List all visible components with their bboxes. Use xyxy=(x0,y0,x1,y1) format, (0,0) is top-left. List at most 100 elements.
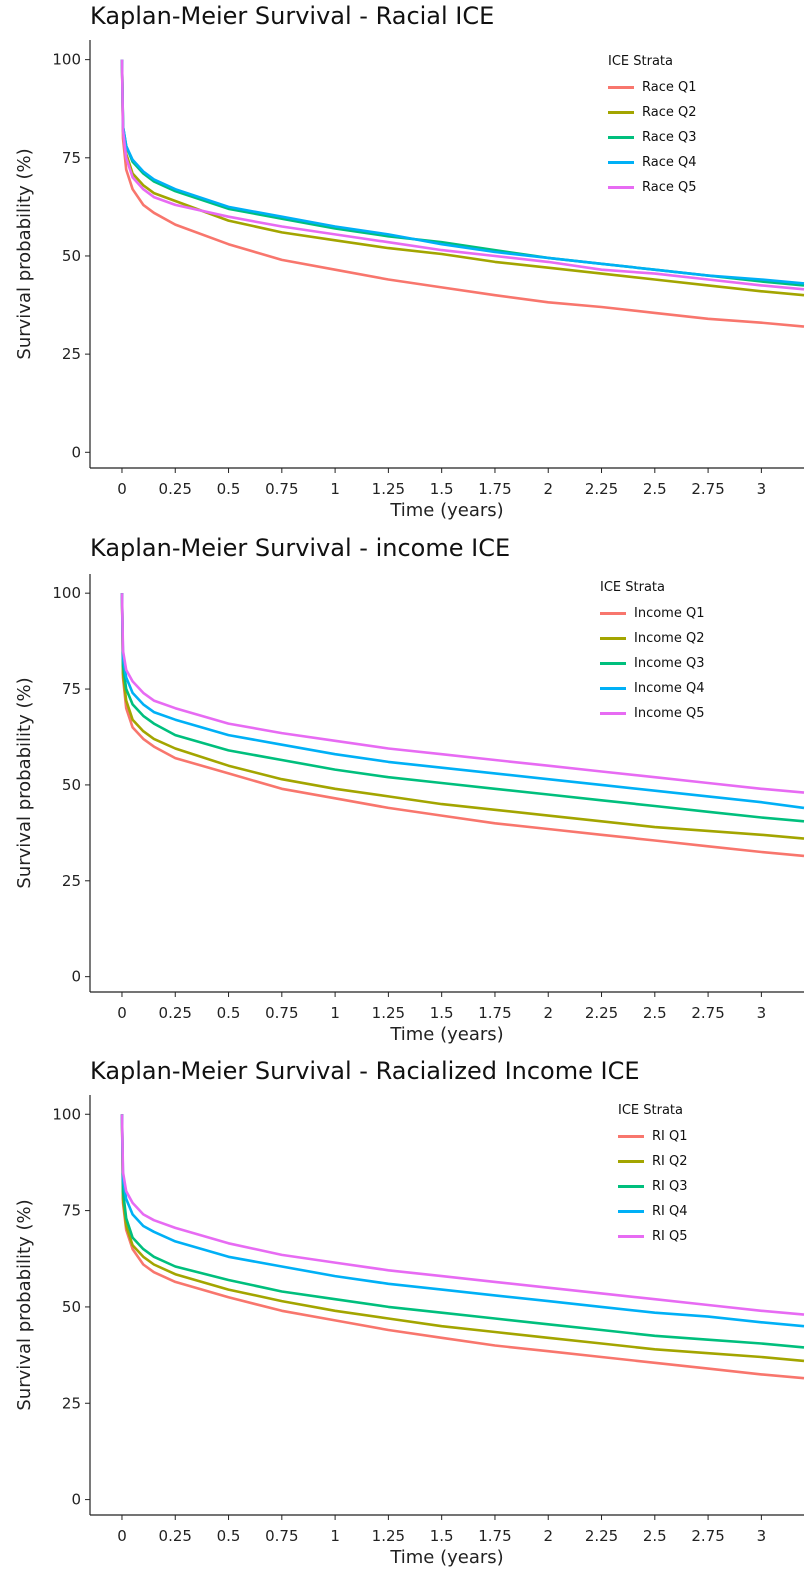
legend-key xyxy=(618,1210,644,1213)
legend-label: Race Q5 xyxy=(642,180,697,195)
chart-panel-racial: Kaplan-Meier Survival - Racial ICE 0 25 50… xyxy=(0,0,808,525)
series-line-ri-q3 xyxy=(120,1114,805,1349)
legend-items: Race Q1 Race Q2 Race Q3 Race Q4 Race Q5 xyxy=(608,75,697,200)
x-tick-label: 0.75 xyxy=(265,1004,298,1022)
legend-item: Race Q5 xyxy=(608,175,697,200)
legend-item: Income Q2 xyxy=(600,626,704,651)
x-tick-label: 2.75 xyxy=(691,480,724,498)
series-line-race-q2 xyxy=(120,59,805,297)
legend-item: Income Q3 xyxy=(600,651,704,676)
series-line-ri-q5 xyxy=(120,1114,805,1316)
x-tick-label: 1.25 xyxy=(372,480,405,498)
y-tick-label: 50 xyxy=(62,776,81,794)
series-line-income-q4 xyxy=(120,593,805,810)
x-tick-label: 0 xyxy=(117,1004,127,1022)
y-tick-label: 50 xyxy=(62,247,81,265)
legend-key xyxy=(600,687,626,690)
chart-title: Kaplan-Meier Survival - Racialized Incom… xyxy=(90,1057,640,1085)
legend-label: Income Q1 xyxy=(634,606,705,621)
legend: ICE Strata Income Q1 Income Q2 Income Q3 In… xyxy=(600,580,704,726)
legend-title: ICE Strata xyxy=(600,580,665,595)
legend-item: RI Q3 xyxy=(618,1174,688,1199)
x-tick-label: 1.75 xyxy=(478,1527,511,1545)
y-axis-label: Survival probability (%) xyxy=(14,148,35,359)
x-tick-label: 1.75 xyxy=(478,480,511,498)
legend-item: RI Q2 xyxy=(618,1149,688,1174)
legend-key xyxy=(618,1135,644,1138)
x-tick-label: 2.5 xyxy=(643,1004,667,1022)
x-tick-label: 1.5 xyxy=(430,1527,454,1545)
legend-item: Race Q1 xyxy=(608,75,697,100)
x-tick-label: 0 xyxy=(117,1527,127,1545)
x-tick-label: 1 xyxy=(330,1527,340,1545)
x-tick-label: 1.25 xyxy=(372,1527,405,1545)
legend-title: ICE Strata xyxy=(618,1103,683,1118)
legend-key xyxy=(608,136,634,139)
x-tick-label: 2.5 xyxy=(643,480,667,498)
x-tick-label: 0.5 xyxy=(217,480,241,498)
y-tick-label: 0 xyxy=(71,968,81,986)
legend: ICE Strata RI Q1 RI Q2 RI Q3 RI Q4 RI Q5 xyxy=(618,1103,688,1249)
x-tick-label: 1.25 xyxy=(372,1004,405,1022)
chart-title: Kaplan-Meier Survival - income ICE xyxy=(90,534,511,562)
legend-key xyxy=(618,1160,644,1163)
series-line-race-q5 xyxy=(120,59,805,291)
x-tick-label: 1 xyxy=(330,1004,340,1022)
x-tick-label: 2.25 xyxy=(585,480,618,498)
series-line-income-q1 xyxy=(120,593,805,858)
series-line-race-q1 xyxy=(120,59,805,328)
legend-label: Income Q2 xyxy=(634,631,705,646)
legend-items: RI Q1 RI Q2 RI Q3 RI Q4 RI Q5 xyxy=(618,1124,688,1249)
x-tick-label: 2 xyxy=(543,480,553,498)
x-tick-label: 0.75 xyxy=(265,480,298,498)
y-axis-label: Survival probability (%) xyxy=(14,1199,35,1410)
series-line-income-q2 xyxy=(120,593,805,840)
y-tick-label: 100 xyxy=(52,1105,81,1123)
legend-item: RI Q1 xyxy=(618,1124,688,1149)
x-axis-label: Time (years) xyxy=(389,1547,503,1568)
legend-key xyxy=(618,1235,644,1238)
legend-label: RI Q4 xyxy=(652,1204,688,1219)
legend-key xyxy=(600,612,626,615)
y-tick-label: 75 xyxy=(62,149,81,167)
legend-key xyxy=(600,712,626,715)
legend-item: Income Q5 xyxy=(600,701,704,726)
x-tick-label: 0.25 xyxy=(159,1527,192,1545)
x-tick-label: 0.25 xyxy=(159,1004,192,1022)
legend-key xyxy=(600,637,626,640)
chart-panel-racialized-income: Kaplan-Meier Survival - Racialized Incom… xyxy=(0,1055,808,1578)
y-tick-label: 50 xyxy=(62,1298,81,1316)
legend-item: Race Q2 xyxy=(608,100,697,125)
x-tick-label: 2.25 xyxy=(585,1004,618,1022)
series-line-ri-q2 xyxy=(120,1114,805,1363)
x-tick-label: 2.5 xyxy=(643,1527,667,1545)
chart-title: Kaplan-Meier Survival - Racial ICE xyxy=(90,2,495,30)
x-tick-label: 2.25 xyxy=(585,1527,618,1545)
y-tick-label: 100 xyxy=(52,51,81,69)
plot-area: 0 25 50 75 100 0 0.25 0.5 0.75 1 1.25 1.5 1.75 2 2.25 2… xyxy=(14,40,805,521)
y-tick-label: 25 xyxy=(62,872,81,890)
x-tick-label: 3 xyxy=(757,1527,767,1545)
legend-label: Race Q2 xyxy=(642,105,697,120)
legend-label: Income Q4 xyxy=(634,681,705,696)
y-tick-label: 75 xyxy=(62,1202,81,1220)
x-tick-label: 2.75 xyxy=(691,1004,724,1022)
x-tick-label: 0.75 xyxy=(265,1527,298,1545)
legend-label: RI Q5 xyxy=(652,1229,688,1244)
legend-item: Race Q3 xyxy=(608,125,697,150)
y-tick-label: 25 xyxy=(62,1394,81,1412)
x-axis-label: Time (years) xyxy=(389,1024,503,1045)
legend: ICE Strata Race Q1 Race Q2 Race Q3 Race Q4 R… xyxy=(608,54,697,200)
y-axis-label: Survival probability (%) xyxy=(14,677,35,888)
plot-area: 0 25 50 75 100 0 0.25 0.5 0.75 1 1.25 1.5 1.75 2 2.25 2… xyxy=(14,574,805,1045)
legend-label: Race Q3 xyxy=(642,130,697,145)
series-line-race-q4 xyxy=(120,59,805,285)
x-tick-label: 1 xyxy=(330,480,340,498)
x-axis-label: Time (years) xyxy=(389,500,503,521)
legend-label: Income Q3 xyxy=(634,656,705,671)
x-tick-label: 0 xyxy=(117,480,127,498)
legend-item: RI Q4 xyxy=(618,1199,688,1224)
legend-key xyxy=(608,186,634,189)
x-tick-label: 1.75 xyxy=(478,1004,511,1022)
legend-item: RI Q5 xyxy=(618,1224,688,1249)
